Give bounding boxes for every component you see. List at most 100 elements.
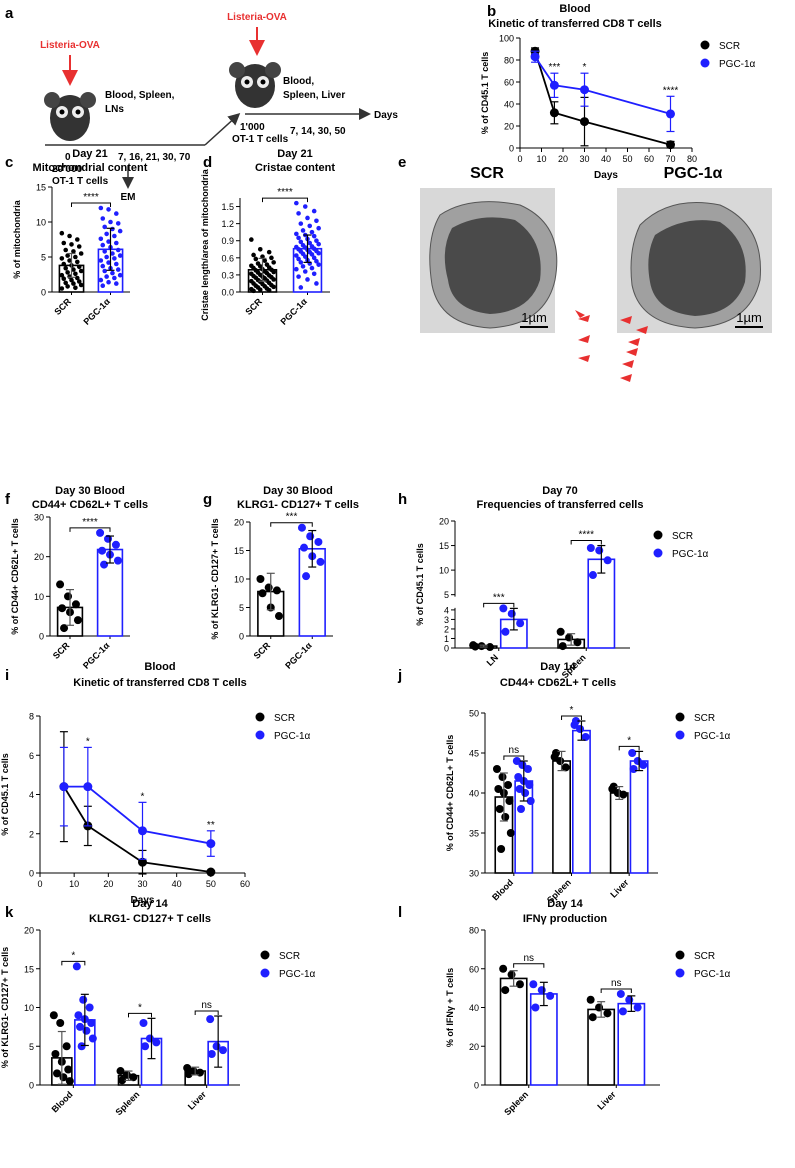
data-point — [271, 269, 276, 275]
x-tick-label: Blood — [490, 877, 515, 902]
y-tick-label: 20 — [469, 1042, 479, 1052]
legend-marker — [675, 712, 685, 722]
data-point — [477, 642, 486, 651]
data-point — [501, 986, 510, 995]
y-tick-label: 50 — [469, 709, 479, 719]
em-image: 1µm — [420, 188, 590, 362]
data-point — [87, 1019, 96, 1027]
x-tick-label: 70 — [665, 154, 675, 164]
data-point — [619, 790, 628, 799]
panel-letter: k — [5, 904, 14, 921]
x-tick-label: 10 — [69, 879, 79, 889]
legend-label: SCR — [279, 951, 300, 962]
y-tick-label: 10 — [234, 575, 244, 585]
y-tick-label: 15 — [24, 964, 34, 974]
series-line — [534, 50, 671, 146]
x-tick-label: SCR — [51, 640, 72, 661]
organs-label: Blood, — [283, 76, 314, 87]
data-point — [552, 749, 561, 757]
data-point — [207, 1050, 216, 1058]
y-tick-label: 5 — [444, 590, 449, 600]
y-tick-label: 5 — [239, 603, 244, 613]
significance-bracket — [262, 197, 308, 203]
y-tick-label: 0 — [41, 288, 46, 298]
days-label: Days — [374, 110, 398, 121]
image-title: PGC-1α — [664, 165, 723, 182]
y-tick-label: 15 — [439, 541, 449, 551]
significance: **** — [578, 530, 594, 541]
data-point — [300, 543, 309, 552]
data-point — [298, 260, 304, 265]
significance: * — [570, 705, 574, 716]
data-point — [311, 271, 317, 277]
data-point — [104, 274, 109, 279]
y-axis-label: % of CD45.1 T cells — [480, 52, 490, 135]
y-tick-label: 40 — [504, 100, 514, 110]
data-point — [61, 276, 67, 282]
panel-letter: c — [5, 154, 13, 171]
series-line — [63, 786, 211, 873]
y-tick-label: 20 — [24, 926, 34, 936]
data-point — [302, 269, 308, 274]
data-point — [51, 1050, 60, 1058]
significance-bracket — [270, 522, 313, 527]
y-tick-label: 30 — [34, 513, 44, 523]
data-point — [256, 575, 265, 583]
significance-bracket — [561, 715, 582, 720]
y-tick-label: 0 — [509, 144, 514, 154]
data-point — [311, 233, 317, 239]
legend-label: PGC-1α — [672, 549, 709, 560]
data-point — [666, 109, 675, 119]
data-point — [63, 247, 68, 253]
data-point — [106, 207, 111, 212]
data-point — [108, 219, 113, 225]
data-point — [515, 785, 524, 793]
data-point — [71, 249, 76, 254]
data-point — [302, 572, 311, 581]
significance-bracket — [69, 527, 111, 532]
legend-marker — [675, 730, 685, 740]
data-point — [73, 271, 78, 277]
y-tick-label: 0.0 — [221, 288, 234, 298]
data-point — [298, 221, 304, 226]
data-point — [77, 1042, 86, 1051]
data-point — [507, 970, 516, 979]
data-point — [59, 230, 65, 236]
chart-subtitle: Kinetic of transferred CD8 T cells — [488, 18, 662, 30]
data-point — [118, 1076, 127, 1085]
data-point — [206, 867, 216, 877]
data-point — [504, 781, 513, 789]
data-point — [298, 239, 304, 245]
legend-marker — [675, 968, 685, 978]
x-tick-label: Liver — [595, 1089, 618, 1112]
data-point — [294, 253, 299, 258]
data-point — [88, 1034, 97, 1043]
data-point — [549, 80, 559, 90]
cells-label: 20'000 — [52, 164, 83, 175]
data-point — [56, 580, 65, 589]
data-point — [183, 1063, 192, 1072]
y-tick-label: 20 — [504, 122, 514, 132]
significance: *** — [493, 592, 505, 603]
y-tick-label: 8 — [29, 712, 34, 722]
data-point — [100, 216, 106, 221]
data-point — [83, 782, 93, 792]
data-point — [63, 265, 68, 271]
data-point — [314, 218, 319, 224]
data-point — [525, 781, 534, 789]
x-tick-label: 30 — [137, 879, 147, 889]
data-point — [495, 805, 504, 813]
data-point — [571, 717, 580, 725]
y-tick-label: 10 — [36, 218, 46, 228]
legend-label: SCR — [694, 713, 715, 724]
y-tick-label: 0 — [39, 632, 44, 642]
data-point — [499, 964, 508, 973]
significance: ** — [207, 820, 215, 831]
y-tick-label: 0 — [29, 869, 34, 879]
data-point — [314, 537, 323, 546]
significance: * — [627, 735, 631, 746]
data-point — [61, 240, 67, 246]
significance: ns — [201, 1000, 212, 1011]
data-point — [75, 275, 80, 281]
y-tick-label: 35 — [469, 829, 479, 839]
